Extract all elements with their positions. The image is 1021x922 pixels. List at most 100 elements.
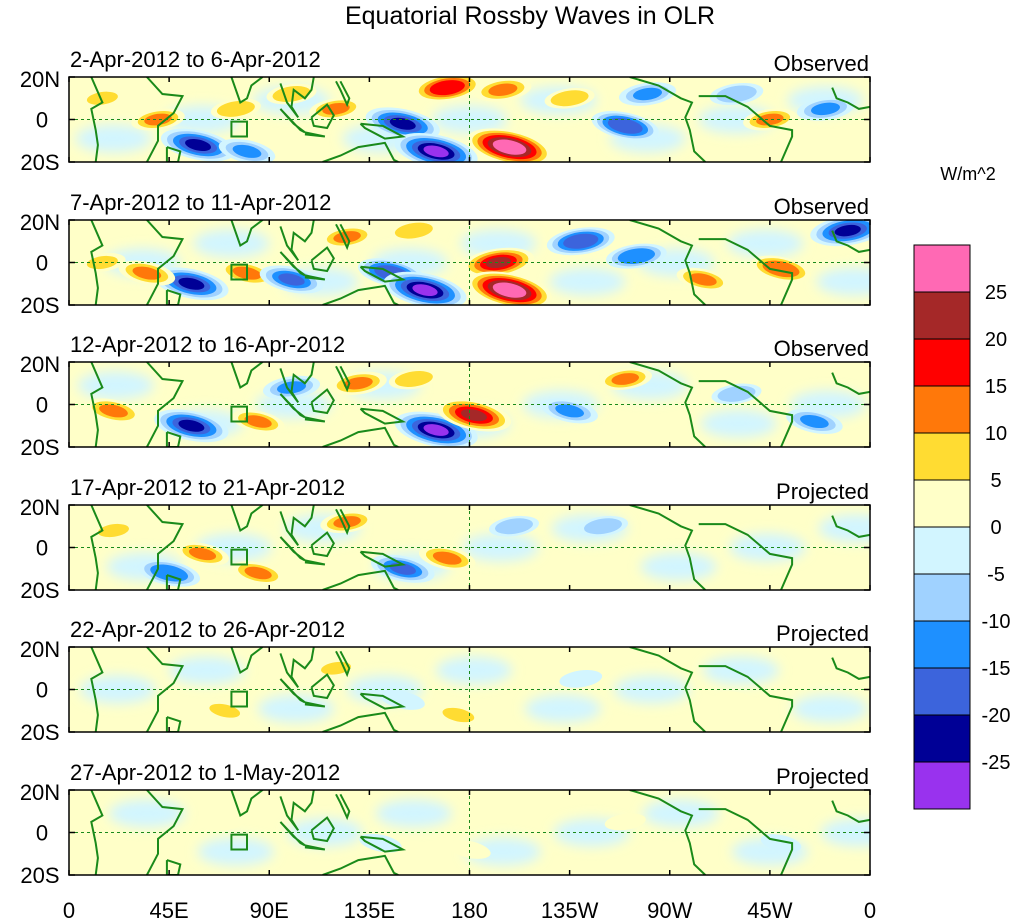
anomaly-contour [400,373,427,385]
coastline [322,426,399,447]
panel-period: 27-Apr-2012 to 1-May-2012 [70,760,340,785]
coastline [335,80,351,108]
colorbar-level-label: -15 [982,658,1011,680]
anomaly-contour [400,225,427,237]
coastline [322,141,399,162]
coastline [698,808,794,875]
panel-period: 2-Apr-2012 to 6-Apr-2012 [70,47,321,72]
anomaly-contour [412,284,438,296]
anomaly-contour [497,141,522,153]
x-tick-label: 45W [747,898,792,922]
anomaly-contour [485,256,512,269]
y-tick-label: 20S [20,578,59,603]
anomaly-contour [555,404,584,418]
map-panel: 20N 0 20S 27-Apr-2012 to 1-May-2012 Projecte… [20,760,871,888]
anomaly-contour [423,424,449,436]
y-tick-label: 20N [20,637,60,662]
colorbar-level-label: 20 [985,329,1007,351]
x-tick-label: 135E [344,898,395,922]
coastline [279,647,315,689]
x-tick-label: 90W [647,898,692,922]
coastline [310,388,335,415]
x-tick-label: 180 [451,898,488,922]
anomaly-contour [432,551,462,565]
anomaly-contour [756,113,784,126]
anomaly-contour [497,284,522,296]
anomaly-contour [144,113,172,126]
panel-status: Observed [774,336,869,361]
panel-status: Observed [774,51,869,76]
colorbar-swatch [913,244,971,293]
anomaly-background-patch [108,799,185,828]
map-panel: 20N 0 20S 7-Apr-2012 to 11-Apr-2012 Observed [20,190,871,318]
y-tick-label: 20S [20,293,59,318]
anomaly-contour [834,224,861,237]
anomaly-background-patch [818,514,870,543]
y-tick-label: 20N [20,495,60,520]
panel-status: Projected [776,621,869,646]
y-tick-label: 20S [20,863,59,888]
anomaly-background-patch [727,229,804,258]
anomaly-background-patch [642,799,719,828]
anomaly-contour [442,707,475,723]
anomaly-contour [178,277,205,290]
y-tick-label: 20N [20,67,60,92]
coastline [698,95,794,162]
anomaly-contour [389,117,416,130]
coastline [335,223,351,251]
reference-box [230,548,249,566]
colorbar-level-label: -5 [987,564,1005,586]
coastline [304,559,326,566]
anomaly-contour [99,404,128,418]
x-tick-label: 45E [150,898,189,922]
anomaly-contour [435,82,460,93]
coastline [359,122,407,140]
anomaly-contour [689,273,717,286]
anomaly-contour [210,815,240,829]
anomaly-contour [611,373,639,385]
colorbar-swatch [913,761,971,810]
colorbar-swatch [913,620,971,669]
anomaly-background-patch [257,694,334,723]
coastline [310,816,335,843]
coastline [698,523,794,590]
coastline [629,220,706,305]
panel-period: 17-Apr-2012 to 21-Apr-2012 [70,475,345,500]
coastline [230,77,264,105]
coastline [335,793,351,821]
map-panel: 20N 0 20S 22-Apr-2012 to 26-Apr-2012 Project… [20,617,871,745]
anomaly-background-patch [193,229,270,258]
anomaly-contour [501,520,527,532]
coastline [629,790,706,875]
anomaly-contour [178,419,205,432]
coastline [165,289,182,305]
coastline [279,220,315,262]
anomaly-background-patch [75,124,152,153]
map-panel: 20N 0 20S 17-Apr-2012 to 21-Apr-2012 Project… [20,475,871,603]
coastline [310,246,335,273]
anomaly-background-patch [435,656,512,685]
anomaly-contour [244,566,272,580]
coastline [698,238,794,305]
colorbar-level-label: 10 [985,423,1007,445]
anomaly-contour [722,88,751,100]
anomaly-background-patch [640,552,717,581]
anomaly-contour [488,83,518,96]
units-label: W/m^2 [940,164,995,184]
coastline [359,835,407,853]
coastline [230,790,264,818]
x-tick-label: 0 [864,898,876,922]
colorbar-swatch [913,573,971,622]
anomaly-contour [232,144,262,158]
coastline [831,230,870,253]
coastline [629,505,706,590]
colorbar-level-label: 15 [985,376,1007,398]
anomaly-contour [566,672,596,686]
reference-box [230,833,249,851]
coastline [831,800,870,823]
coastline [698,380,794,447]
coastline [335,650,351,678]
colorbar: 25 20 15 10 5 0 -5 -10 -15 -20 -25 [913,244,1011,810]
